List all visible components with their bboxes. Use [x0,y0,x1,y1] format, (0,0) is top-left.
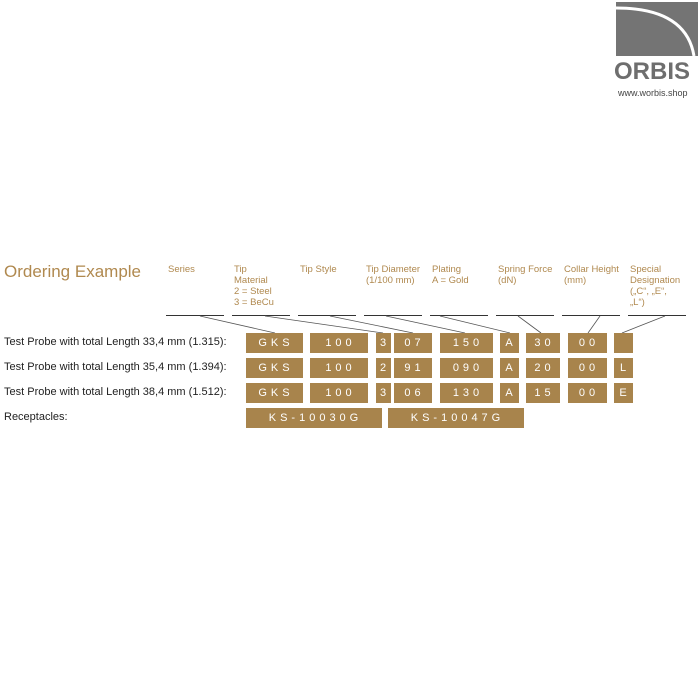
code-box: A [500,383,519,403]
row-label: Test Probe with total Length 38,4 mm (1.… [4,386,227,398]
header-underline [232,315,290,316]
header-underline [628,315,686,316]
code-box: 06 [394,383,432,403]
orbis-logo-mark [616,2,698,56]
connector-spring-force [517,315,542,334]
header-underline [364,315,422,316]
connector-tip-material [264,315,384,334]
code-box: 3 [376,383,391,403]
code-box: A [500,358,519,378]
code-box: 090 [440,358,493,378]
code-box: 150 [440,333,493,353]
column-header: Series [168,264,195,275]
column-header: Spring Force (dN) [498,264,553,286]
header-underline [166,315,224,316]
code-box: 00 [568,333,607,353]
column-header: Tip Style [300,264,337,275]
column-header: Collar Height (mm) [564,264,619,286]
code-box: 130 [440,383,493,403]
row-label: Test Probe with total Length 33,4 mm (1.… [4,336,227,348]
code-box: 07 [394,333,432,353]
row-label: Test Probe with total Length 35,4 mm (1.… [4,361,227,373]
code-box: 2 [376,358,391,378]
code-box: A [500,333,519,353]
header-underline [562,315,620,316]
column-header: Tip Diameter (1/100 mm) [366,264,421,286]
receptacle-code-box: KS-10047G [388,408,524,428]
code-box: 15 [526,383,560,403]
connector-tip-diameter [385,315,466,334]
column-header: Plating A = Gold [432,264,469,286]
code-box: 00 [568,383,607,403]
receptacles-label: Receptacles: [4,411,68,423]
code-box [614,333,633,353]
code-box: GKS [246,383,303,403]
code-box: 100 [310,333,368,353]
code-box: 3 [376,333,391,353]
code-box: 100 [310,358,368,378]
code-box: 20 [526,358,560,378]
page-title: Ordering Example [4,262,142,281]
code-box: 100 [310,383,368,403]
code-box: GKS [246,333,303,353]
header-underline [430,315,488,316]
connector-series [199,315,276,334]
header-underline [496,315,554,316]
code-box: 00 [568,358,607,378]
connector-tip-style [329,315,414,334]
logo-name: ORBIS [614,58,691,85]
code-box: E [614,383,633,403]
code-box: 30 [526,333,560,353]
code-box: GKS [246,358,303,378]
column-header: Tip Material 2 = Steel 3 = BeCu [234,264,274,308]
connector-special [621,315,666,334]
connector-plating [439,315,511,334]
header-underline [298,315,356,316]
receptacle-code-box: KS-10030G [246,408,382,428]
column-header: Special Designation („C“, „E“, „L“) [630,264,681,308]
code-box: 91 [394,358,432,378]
connector-collar-height [587,315,601,334]
logo-url: www.worbis.shop [618,88,688,98]
code-box: L [614,358,633,378]
